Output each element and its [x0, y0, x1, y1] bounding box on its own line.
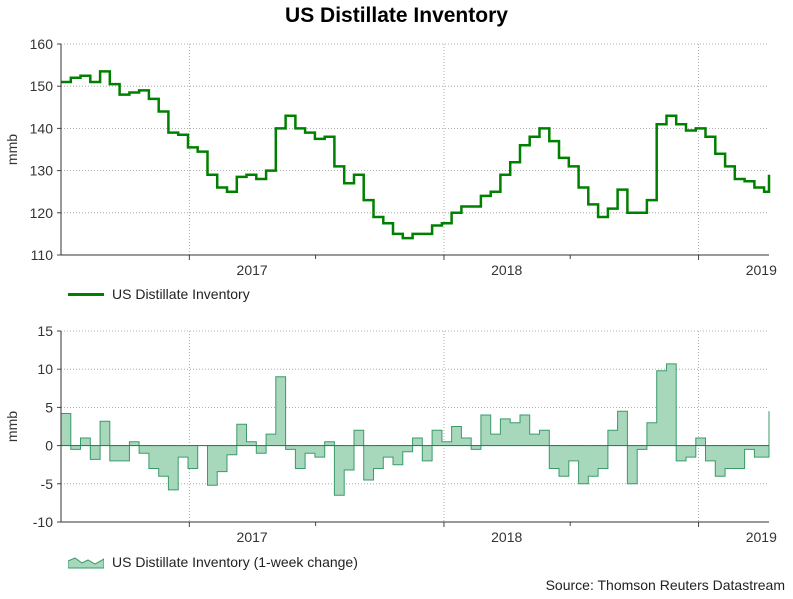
change-legend-label: US Distillate Inventory (1-week change) [112, 554, 358, 570]
y-tick-label: 120 [30, 205, 54, 221]
level-legend: US Distillate Inventory [68, 286, 250, 302]
level-chart-panel: 110 120 130 140 150 160 2017 2018 2019 mmb [4, 36, 777, 278]
y-tick-label: 140 [30, 120, 54, 136]
y-tick-label: 5 [45, 399, 53, 415]
x-tick-label: 2019 [746, 262, 777, 278]
y-axis-label: mmb [4, 411, 20, 442]
x-tick-label: 2018 [491, 262, 522, 278]
level-legend-swatch [68, 292, 104, 296]
x-tick-label: 2018 [491, 529, 522, 545]
y-tick-label: 110 [31, 247, 54, 263]
x-tick-label: 2017 [237, 529, 268, 545]
y-tick-label: 150 [30, 78, 54, 94]
x-tick-label: 2017 [237, 262, 268, 278]
change-series-area [60, 363, 770, 496]
y-tick-label: -5 [41, 476, 54, 492]
change-chart-panel: -10 -5 0 5 10 15 2017 2018 2019 mmb [4, 323, 777, 545]
source-note: Source: Thomson Reuters Datastream [545, 577, 785, 593]
y-tick-label: 15 [37, 323, 53, 339]
level-series-line [61, 70, 771, 240]
level-legend-label: US Distillate Inventory [112, 286, 250, 302]
y-tick-label: 160 [30, 36, 54, 52]
chart-title: US Distillate Inventory [285, 4, 508, 27]
y-tick-label: 0 [45, 438, 53, 454]
y-tick-label: 10 [37, 361, 53, 377]
change-legend-swatch [68, 557, 104, 569]
y-tick-label: 130 [30, 163, 54, 179]
y-axis-label: mmb [4, 134, 20, 165]
x-tick-label: 2019 [746, 529, 777, 545]
change-legend: US Distillate Inventory (1-week change) [68, 554, 358, 570]
y-tick-label: -10 [33, 514, 53, 530]
